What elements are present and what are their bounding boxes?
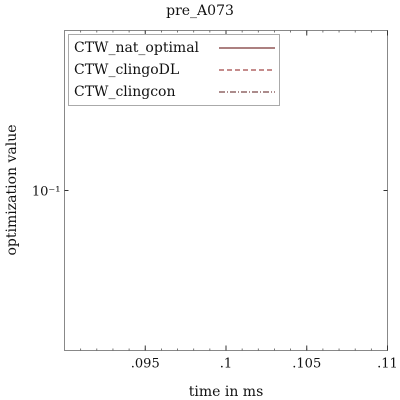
legend-label: CTW_nat_optimal	[74, 40, 200, 56]
y-tick-label: 10⁻¹	[32, 185, 61, 200]
legend: CTW_nat_optimal CTW_clingoDL CTW_clingcon	[68, 34, 280, 106]
x-tick-label: .11	[377, 357, 398, 372]
legend-label: CTW_clingoDL	[74, 62, 179, 78]
x-axis: .095 .1 .105 .11	[80, 30, 398, 372]
y-axis-label: optimization value	[4, 124, 20, 255]
x-tick-label: .105	[292, 357, 321, 372]
legend-label: CTW_clingcon	[74, 84, 176, 100]
chart-title: pre_A073	[166, 3, 234, 19]
x-tick-label: .095	[131, 357, 160, 372]
y-axis: 10⁻¹	[32, 185, 388, 200]
x-tick-label: .1	[220, 357, 232, 372]
x-axis-label: time in ms	[189, 384, 264, 400]
